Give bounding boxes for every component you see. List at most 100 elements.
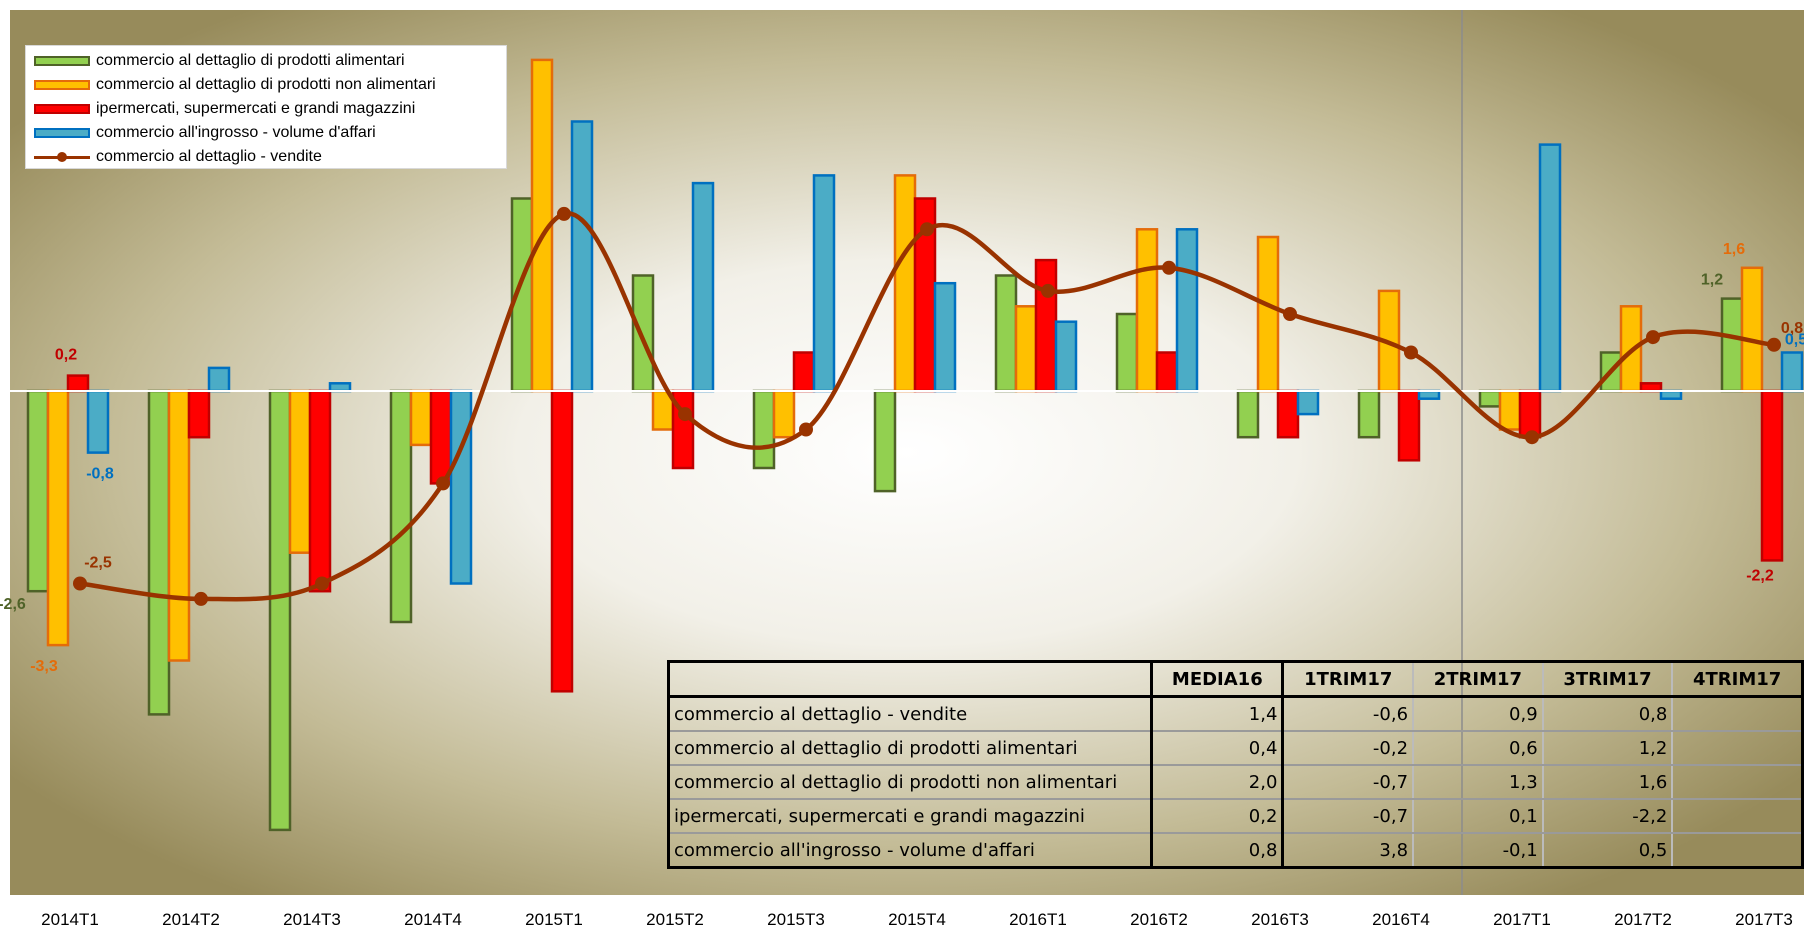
bar-series-2-2014T4 xyxy=(429,389,453,485)
x-tick-label: 2014T2 xyxy=(162,910,220,928)
table-cell: -2,2 xyxy=(1541,799,1673,834)
x-tick-label: 2014T3 xyxy=(283,910,341,928)
table-cell: -0,2 xyxy=(1281,731,1414,766)
legend-item: ipermercati, supermercati e grandi magaz… xyxy=(34,97,498,121)
bar-series-0-2015T4 xyxy=(873,389,897,493)
bar-series-2-2017T1 xyxy=(1518,389,1542,439)
bar-series-3-2014T4 xyxy=(449,389,473,585)
bar-series-1-2016T3 xyxy=(1256,235,1280,393)
table-cell xyxy=(1671,765,1803,800)
legend-line-vendite xyxy=(34,151,90,163)
bar-series-3-2015T3 xyxy=(812,174,836,393)
bar-series-2-2016T1 xyxy=(1034,258,1058,393)
table-header-row: MEDIA16 1TRIM17 2TRIM17 3TRIM17 4TRIM17 xyxy=(668,661,1803,698)
bar-series-3-2017T1 xyxy=(1538,143,1562,393)
data-label: 0,5 xyxy=(1785,332,1804,349)
line-point-2015T4 xyxy=(920,222,934,237)
data-table: MEDIA16 1TRIM17 2TRIM17 3TRIM17 4TRIM17 … xyxy=(667,660,1804,869)
legend: commercio al dettaglio di prodotti alime… xyxy=(25,45,507,169)
bar-series-2-2014T3 xyxy=(308,389,332,593)
x-tick-label: 2014T4 xyxy=(404,910,462,928)
table-row: commercio al dettaglio di prodotti alime… xyxy=(668,731,1803,766)
bar-series-3-2016T2 xyxy=(1175,228,1199,393)
line-point-2016T4 xyxy=(1404,345,1418,360)
table-row: commercio al dettaglio - vendite 1,4 -0,… xyxy=(668,696,1803,732)
table-row-label: commercio all'ingrosso - volume d'affari xyxy=(668,833,1154,868)
bar-series-3-2014T2 xyxy=(207,366,231,393)
line-point-2014T4 xyxy=(436,476,450,491)
line-point-2014T3 xyxy=(315,576,329,591)
table-cell: 0,5 xyxy=(1541,833,1673,868)
table-cell xyxy=(1671,833,1803,868)
data-label: -2,5 xyxy=(84,555,112,572)
table-cell: 0,2 xyxy=(1151,799,1285,834)
x-tick-label: 2015T1 xyxy=(525,910,583,928)
bar-series-2-2016T2 xyxy=(1155,351,1179,393)
bar-series-2-2014T1 xyxy=(66,374,90,393)
bar-series-1-2017T1 xyxy=(1498,389,1522,431)
bar-series-3-2015T4 xyxy=(933,281,957,393)
bar-series-0-2014T3 xyxy=(268,389,292,832)
bar-series-0-2016T4 xyxy=(1357,389,1381,439)
table-cell: 2,0 xyxy=(1151,765,1285,800)
table-cell: -0,7 xyxy=(1281,765,1414,800)
table-cell: 0,4 xyxy=(1151,731,1285,766)
line-point-2016T3 xyxy=(1283,307,1297,321)
table-cell: -0,6 xyxy=(1281,696,1414,732)
legend-item: commercio al dettaglio - vendite xyxy=(34,145,498,169)
bar-series-2-2017T3 xyxy=(1760,389,1784,562)
data-label: -0,8 xyxy=(86,466,114,483)
bar-series-2-2015T1 xyxy=(550,389,574,693)
table-cell: -0,1 xyxy=(1412,833,1543,868)
bar-series-0-2016T1 xyxy=(994,274,1018,393)
bar-series-2-2014T2 xyxy=(187,389,211,439)
bar-series-2-2017T2 xyxy=(1639,382,1663,393)
table-cell: 0,9 xyxy=(1412,696,1543,732)
data-label: 1,6 xyxy=(1723,241,1745,258)
bar-series-3-2015T2 xyxy=(691,181,715,393)
data-label: -2,6 xyxy=(0,596,26,613)
table-row-label: commercio al dettaglio di prodotti alime… xyxy=(668,731,1154,766)
line-point-2014T2 xyxy=(194,591,208,606)
bar-series-3-2014T1 xyxy=(86,389,110,454)
legend-item: commercio all'ingrosso - volume d'affari xyxy=(34,121,498,145)
table-cell: -0,7 xyxy=(1281,799,1414,834)
line-point-2015T3 xyxy=(799,422,813,437)
bar-series-0-2014T2 xyxy=(147,389,171,716)
bar-series-1-2014T1 xyxy=(46,389,70,647)
x-tick-label: 2017T2 xyxy=(1614,910,1672,928)
x-tick-label: 2017T1 xyxy=(1493,910,1551,928)
table-cell: 1,6 xyxy=(1541,765,1673,800)
table-row-label: commercio al dettaglio di prodotti non a… xyxy=(668,765,1154,800)
legend-item: commercio al dettaglio di prodotti non a… xyxy=(34,73,498,97)
bar-series-3-2017T3 xyxy=(1780,351,1804,393)
bar-series-1-2014T3 xyxy=(288,389,312,554)
table-cell: 1,3 xyxy=(1412,765,1543,800)
table-cell: 3,8 xyxy=(1281,833,1414,868)
data-label: -3,3 xyxy=(30,658,58,675)
table-cell xyxy=(1671,731,1803,766)
table-row: commercio all'ingrosso - volume d'affari… xyxy=(668,833,1803,868)
x-tick-label: 2015T2 xyxy=(646,910,704,928)
bar-series-3-2016T4 xyxy=(1417,389,1441,400)
x-tick-label: 2015T3 xyxy=(767,910,825,928)
table-cell xyxy=(1671,696,1803,732)
bar-series-3-2015T1 xyxy=(570,120,594,393)
table-column-header: 2TRIM17 xyxy=(1412,661,1543,698)
line-point-2015T2 xyxy=(678,407,692,422)
bar-series-0-2015T2 xyxy=(631,274,655,393)
legend-label: commercio al dettaglio - vendite xyxy=(96,148,322,165)
table-cell: 0,6 xyxy=(1412,731,1543,766)
bar-series-0-2017T3 xyxy=(1720,297,1744,393)
line-point-2016T2 xyxy=(1162,260,1176,275)
legend-item: commercio al dettaglio di prodotti alime… xyxy=(34,49,498,73)
line-point-2017T3 xyxy=(1767,337,1781,352)
legend-swatch-non-alimentari xyxy=(34,80,90,90)
line-point-2015T1 xyxy=(557,206,571,221)
table-column-header: 4TRIM17 xyxy=(1671,661,1803,698)
table-row: ipermercati, supermercati e grandi magaz… xyxy=(668,799,1803,834)
legend-label: commercio all'ingrosso - volume d'affari xyxy=(96,124,376,141)
bar-series-2-2015T3 xyxy=(792,351,816,393)
x-tick-label: 2015T4 xyxy=(888,910,946,928)
